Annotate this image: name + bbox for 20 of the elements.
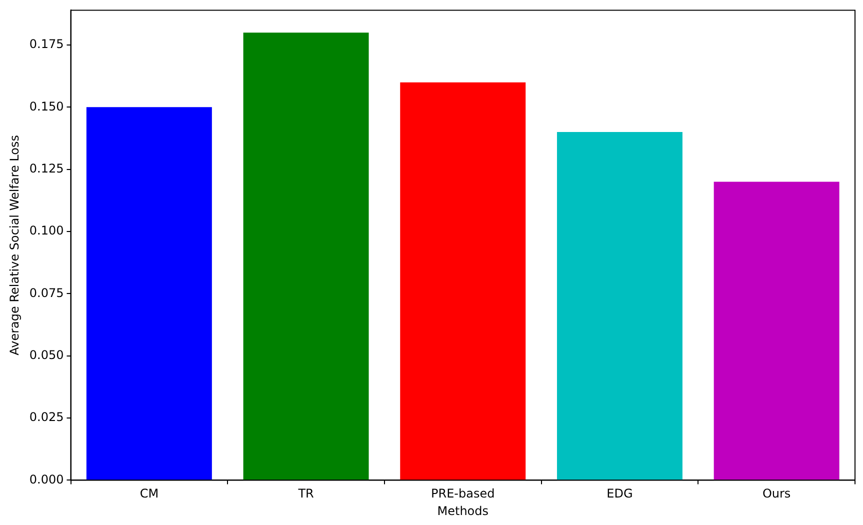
bar [86,107,212,480]
y-tick-label: 0.175 [29,37,64,52]
x-tick-label: CM [140,486,159,501]
y-tick-label: 0.025 [29,410,64,424]
y-tick-label: 0.125 [29,161,64,176]
x-tick-label: PRE-based [431,486,495,501]
y-tick-label: 0.050 [29,348,64,362]
y-axis-title: Average Relative Social Welfare Loss [7,135,22,356]
x-tick-label: Ours [762,486,791,501]
y-tick-label: 0.075 [29,286,64,300]
y-tick-label: 0.100 [29,224,64,238]
y-tick-label: 0.150 [29,99,64,114]
bar [243,32,369,480]
bar [714,182,840,480]
x-axis-title: Methods [437,504,489,518]
x-tick-label: TR [297,486,314,501]
x-tick-label: EDG [606,486,633,501]
y-tick-label: 0.000 [29,472,64,486]
bar [400,82,526,480]
bar [556,132,682,480]
